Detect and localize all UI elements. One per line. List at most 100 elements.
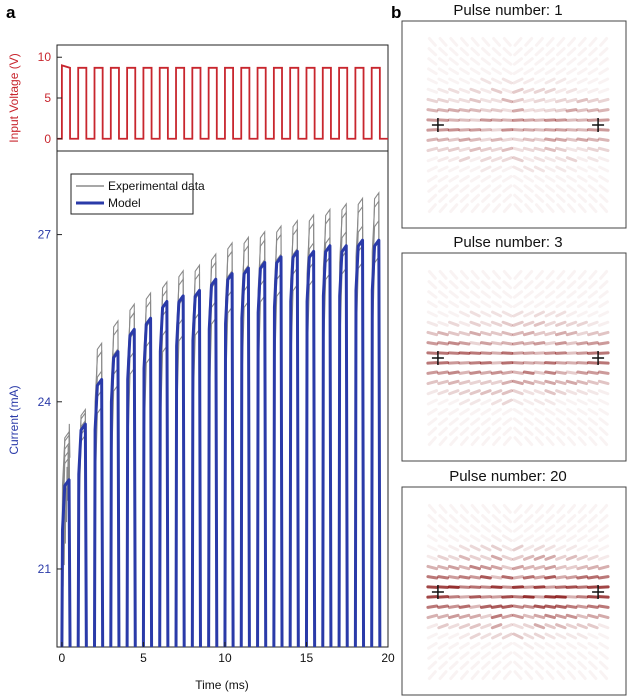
field-arrow [512, 290, 524, 299]
field-arrow [427, 57, 438, 66]
field-arrow [522, 370, 535, 375]
field-arrow [587, 156, 599, 163]
field-arrow [512, 156, 524, 163]
field-arrow [502, 426, 513, 436]
field-arrow [427, 300, 438, 309]
field-arrow [523, 174, 535, 183]
field-arrow [448, 57, 459, 66]
field-arrow [588, 270, 598, 280]
field-arrow [491, 310, 503, 318]
field-arrow [576, 632, 588, 640]
field-arrow [587, 165, 599, 173]
field-arrow [458, 137, 471, 142]
field-arrow [491, 290, 502, 299]
model-pulse [158, 299, 170, 648]
time-x-tick-label: 20 [381, 651, 395, 665]
field-arrow [544, 300, 556, 309]
field-arrow [490, 341, 503, 346]
field-arrow [544, 544, 556, 552]
field-arrow [437, 290, 449, 299]
field-arrow [469, 67, 481, 76]
field-arrow [599, 203, 609, 213]
field-arrow [523, 300, 535, 309]
field-arrow [447, 97, 460, 104]
field-arrow [427, 524, 438, 533]
field-arrow [426, 623, 439, 630]
field-arrow [565, 87, 578, 94]
field-arrow [437, 57, 449, 66]
field-arrow [447, 330, 460, 337]
field-arrow [577, 417, 588, 426]
field-arrow [577, 270, 587, 280]
field-arrow [470, 184, 481, 193]
current-y-tick-label: 24 [38, 395, 52, 409]
field-arrow [501, 407, 513, 416]
field-arrow [480, 300, 492, 309]
field-arrow [545, 651, 556, 660]
field-arrow [598, 407, 609, 416]
field-arrow [469, 341, 482, 346]
field-arrow [534, 37, 544, 47]
field-arrow [597, 379, 610, 386]
field-arrow [544, 613, 556, 620]
field-arrow [576, 370, 589, 375]
field-arrow [426, 146, 439, 153]
field-arrow [522, 330, 535, 337]
field-arrow [555, 407, 567, 416]
field-arrow [490, 613, 503, 620]
field-arrow [490, 146, 503, 153]
field-arrow [426, 613, 439, 620]
field-arrow [522, 379, 535, 386]
field-arrow [512, 137, 524, 142]
model-series [60, 238, 382, 648]
field-arrow [544, 165, 556, 173]
field-arrow [587, 524, 599, 533]
field-arrow [544, 534, 556, 543]
field-arrow [426, 165, 438, 173]
field-arrow [481, 193, 491, 203]
field-arrow [534, 290, 545, 299]
field-arrow [587, 67, 599, 76]
current-y-ticks: 21 24 27 [38, 228, 62, 576]
field-arrow [512, 554, 524, 561]
field-arrow [565, 165, 578, 173]
field-arrow [459, 57, 470, 66]
field-arrow [469, 370, 482, 375]
field-arrow [460, 37, 469, 47]
field-arrow [502, 504, 512, 514]
field-arrow [523, 184, 534, 193]
field-arrow [566, 57, 577, 66]
field-arrow [448, 174, 460, 183]
field-arrow [513, 270, 523, 280]
model-pulse [190, 288, 202, 648]
field-arrow [576, 544, 588, 552]
field-arrow [512, 641, 524, 650]
field-arrow [555, 641, 567, 650]
field-arrow [512, 146, 524, 153]
field-arrow [512, 575, 524, 580]
voltage-y-tick-label: 0 [44, 132, 51, 146]
field-arrow [470, 651, 481, 660]
field-arrow [447, 604, 460, 609]
field-arrow [534, 514, 545, 524]
field-arrow [469, 398, 481, 406]
field-arrow [567, 37, 576, 47]
field-arrow [470, 280, 480, 290]
field-arrow [479, 575, 492, 580]
field-arrow [554, 370, 567, 375]
field-arrow [481, 660, 491, 670]
field-arrow [437, 651, 449, 660]
field-arrow [426, 310, 438, 318]
field-arrow [586, 370, 599, 375]
field-arrow [565, 544, 578, 552]
field-arrow [523, 407, 535, 416]
field-arrow [501, 108, 514, 113]
field-arrow [426, 379, 439, 386]
field-arrow [490, 379, 503, 386]
field-arrow [544, 564, 556, 571]
field-arrow [469, 564, 482, 571]
field-arrow [523, 524, 534, 533]
field-arrow [588, 514, 598, 524]
field-arrow [426, 137, 439, 142]
